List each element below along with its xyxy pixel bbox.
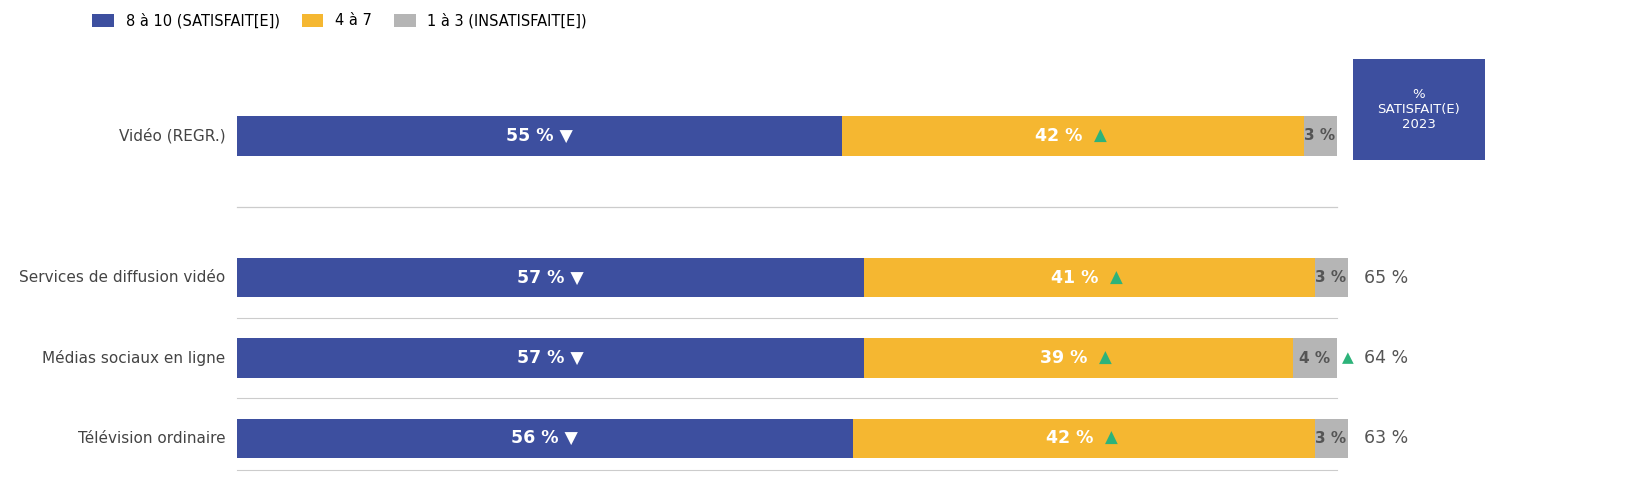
Bar <box>236 338 863 378</box>
Text: ▲: ▲ <box>1099 349 1112 367</box>
Bar <box>1292 338 1336 378</box>
Legend: 8 à 10 (SATISFAIT[E]), 4 à 7, 1 à 3 (INSATISFAIT[E]): 8 à 10 (SATISFAIT[E]), 4 à 7, 1 à 3 (INS… <box>92 13 587 28</box>
Bar <box>853 418 1315 458</box>
Text: Services de diffusion vidéo: Services de diffusion vidéo <box>20 270 226 285</box>
Text: 64 %: 64 % <box>1365 349 1407 367</box>
Text: %
SATISFAIT(E)
2023: % SATISFAIT(E) 2023 <box>1378 88 1460 131</box>
Bar <box>1315 258 1348 298</box>
Text: 57 % ▼: 57 % ▼ <box>516 349 584 367</box>
Text: 3 %: 3 % <box>1315 431 1346 446</box>
Text: 63 %: 63 % <box>1365 127 1407 145</box>
Bar <box>1315 418 1348 458</box>
Text: 65 %: 65 % <box>1365 269 1407 287</box>
Text: 41 %: 41 % <box>1051 269 1106 287</box>
Text: 63 %: 63 % <box>1365 429 1407 447</box>
Bar <box>842 116 1304 156</box>
Bar <box>1304 116 1336 156</box>
Bar <box>236 418 853 458</box>
Text: 55 % ▼: 55 % ▼ <box>505 127 573 145</box>
Bar <box>863 258 1315 298</box>
Text: ▲: ▲ <box>1104 429 1117 447</box>
Text: 57 % ▼: 57 % ▼ <box>516 269 584 287</box>
Text: ▲: ▲ <box>1110 269 1124 287</box>
Bar <box>863 338 1292 378</box>
Bar <box>236 116 842 156</box>
Text: 42 %: 42 % <box>1035 127 1089 145</box>
Text: 3 %: 3 % <box>1305 128 1335 143</box>
Bar <box>236 258 863 298</box>
Text: 56 % ▼: 56 % ▼ <box>512 429 578 447</box>
Text: 42 %: 42 % <box>1046 429 1099 447</box>
Text: Médias sociaux en ligne: Médias sociaux en ligne <box>43 350 226 366</box>
Text: Télévision ordinaire: Télévision ordinaire <box>78 431 226 446</box>
Text: 3 %: 3 % <box>1315 270 1346 285</box>
Text: 4 %: 4 % <box>1299 351 1330 366</box>
Text: ▲: ▲ <box>1341 351 1353 366</box>
FancyBboxPatch shape <box>1353 59 1485 160</box>
Text: Vidéo (REGR.): Vidéo (REGR.) <box>119 128 226 143</box>
Text: 39 %: 39 % <box>1040 349 1094 367</box>
Text: ▲: ▲ <box>1094 127 1107 145</box>
